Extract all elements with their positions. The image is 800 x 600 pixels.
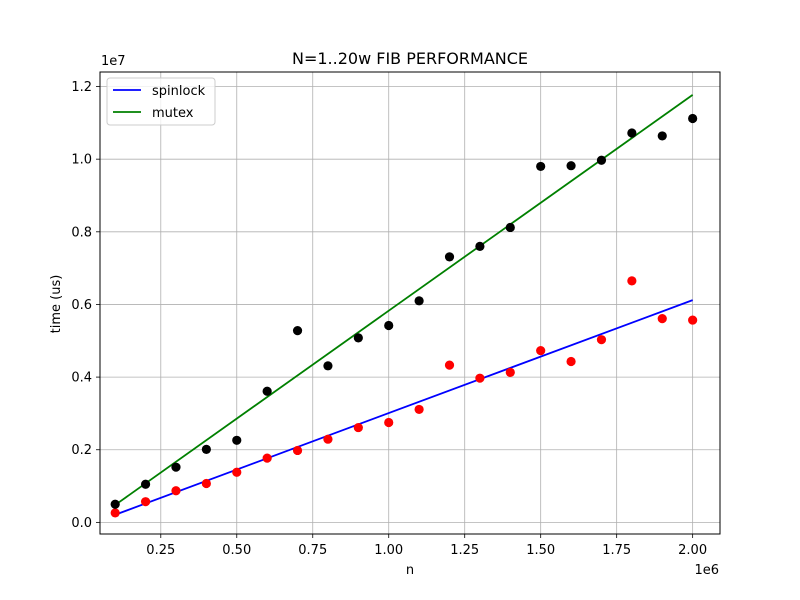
y-axis-label: time (us): [49, 275, 64, 334]
scatter-point-series-1: [171, 462, 181, 472]
scatter-point-series-0: [232, 467, 242, 477]
scatter-point-series-0: [140, 497, 151, 507]
y-tick-label: 0.6: [71, 298, 92, 313]
scatter-point-series-1: [384, 320, 394, 331]
scatter-point-series-1: [627, 128, 637, 138]
scatter-point-series-0: [536, 345, 546, 356]
x-axis-ticks: 0.25 0.50 0.75 1.00 1.25 1.50 1.75 2.00: [146, 534, 707, 558]
x-tick-label: 0.50: [222, 543, 251, 558]
scatter-point-series-1: [536, 161, 546, 172]
scatter-point-series-0: [384, 417, 394, 428]
fit-lines: [114, 94, 694, 516]
scatter-point-series-0: [566, 356, 576, 367]
legend-label-spinlock: spinlock: [152, 84, 206, 99]
scatter-point-series-0: [353, 422, 363, 433]
scatter-point-series-1: [688, 113, 698, 124]
scatter-point-series-1: [232, 435, 242, 445]
scatter-point-series-0: [505, 367, 515, 377]
y-tick-label: 0.0: [71, 516, 92, 531]
scatter-points: [110, 113, 698, 518]
grid-lines: [100, 72, 720, 534]
scatter-point-series-0: [475, 373, 485, 383]
x-tick-label: 0.75: [298, 543, 327, 558]
scatter-point-series-0: [657, 314, 667, 324]
fit-line-spinlock: [114, 299, 693, 516]
scatter-point-series-1: [566, 161, 576, 171]
y-axis-offset-label: 1e7: [101, 54, 126, 69]
x-axis-offset-label: 1e6: [694, 563, 719, 578]
scatter-point-series-1: [110, 499, 120, 509]
scatter-point-series-1: [201, 444, 211, 454]
scatter-point-series-1: [262, 386, 272, 396]
chart-title: N=1..20w FIB PERFORMANCE: [292, 49, 528, 68]
y-tick-label: 0.4: [71, 371, 92, 386]
x-axis-label: n: [406, 563, 414, 578]
scatter-point-series-0: [323, 434, 333, 444]
x-tick-label: 1.00: [374, 543, 403, 558]
scatter-point-series-0: [262, 453, 272, 463]
y-tick-label: 1.0: [71, 153, 92, 168]
scatter-point-series-1: [414, 296, 424, 306]
scatter-point-series-0: [688, 315, 698, 325]
scatter-point-series-0: [171, 486, 181, 496]
scatter-point-series-1: [353, 333, 363, 343]
scatter-point-series-1: [475, 241, 485, 251]
scatter-point-series-0: [292, 445, 303, 456]
x-tick-label: 0.25: [146, 543, 175, 558]
fit-line-mutex: [114, 94, 694, 506]
scatter-point-series-1: [292, 326, 303, 336]
x-tick-label: 1.50: [526, 543, 555, 558]
x-tick-label: 2.00: [678, 543, 707, 558]
scatter-point-series-1: [323, 361, 333, 371]
legend-label-mutex: mutex: [152, 106, 194, 121]
scatter-point-series-0: [110, 508, 120, 518]
scatter-point-series-1: [657, 131, 667, 141]
y-tick-label: 0.2: [71, 443, 92, 458]
x-tick-label: 1.75: [602, 543, 631, 558]
y-tick-label: 1.2: [71, 80, 92, 95]
scatter-point-series-0: [414, 404, 424, 415]
plot-area-frame: [99, 71, 721, 535]
scatter-point-series-0: [201, 478, 211, 489]
scatter-point-series-0: [444, 360, 455, 370]
scatter-point-series-0: [596, 335, 607, 345]
y-axis-ticks: 0.0 0.2 0.4 0.6 0.8 1.0 1.2: [71, 80, 100, 531]
scatter-point-series-1: [505, 222, 515, 233]
scatter-point-series-1: [596, 155, 607, 165]
scatter-point-series-1: [140, 479, 151, 489]
y-tick-label: 0.8: [71, 225, 92, 240]
x-tick-label: 1.25: [450, 543, 479, 558]
scatter-point-series-0: [627, 276, 637, 286]
scatter-point-series-1: [444, 252, 455, 262]
legend: spinlock mutex: [106, 77, 216, 126]
